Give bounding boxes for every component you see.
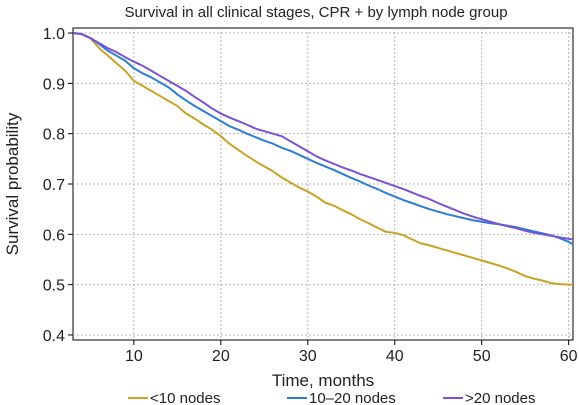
axis-ticks: 10 20 30 40 50 60 0.4 0.5 0.6 0.7 0.8 0.9 1.0 [43, 26, 578, 365]
legend-label: >20 nodes [465, 390, 535, 405]
y-tick-label: 0.7 [43, 177, 65, 194]
series-line-20-nodes [72, 32, 574, 241]
legend-label: <10 nodes [150, 390, 220, 405]
y-tick-label: 0.8 [43, 127, 65, 144]
series-lines [72, 32, 574, 286]
chart-title: Survival in all clinical stages, CPR + b… [124, 4, 507, 21]
x-axis-label: Time, months [272, 371, 374, 390]
series-line-10-nodes [72, 32, 573, 286]
y-axis-label: Survival probability [3, 112, 22, 255]
x-tick-label: 30 [299, 348, 317, 365]
x-tick-label: 20 [212, 348, 230, 365]
grid-lines [73, 28, 573, 340]
y-tick-label: 0.5 [43, 278, 65, 295]
legend-label: 10–20 nodes [309, 390, 396, 405]
x-tick-label: 10 [125, 348, 143, 365]
y-tick-label: 0.6 [43, 227, 65, 244]
y-tick-label: 0.4 [43, 328, 65, 345]
x-tick-label: 60 [560, 348, 578, 365]
y-tick-label: 1.0 [43, 26, 65, 43]
x-tick-label: 40 [386, 348, 404, 365]
x-tick-label: 50 [473, 348, 491, 365]
y-tick-label: 0.9 [43, 76, 65, 93]
legend: <10 nodes 10–20 nodes >20 nodes [128, 390, 535, 405]
